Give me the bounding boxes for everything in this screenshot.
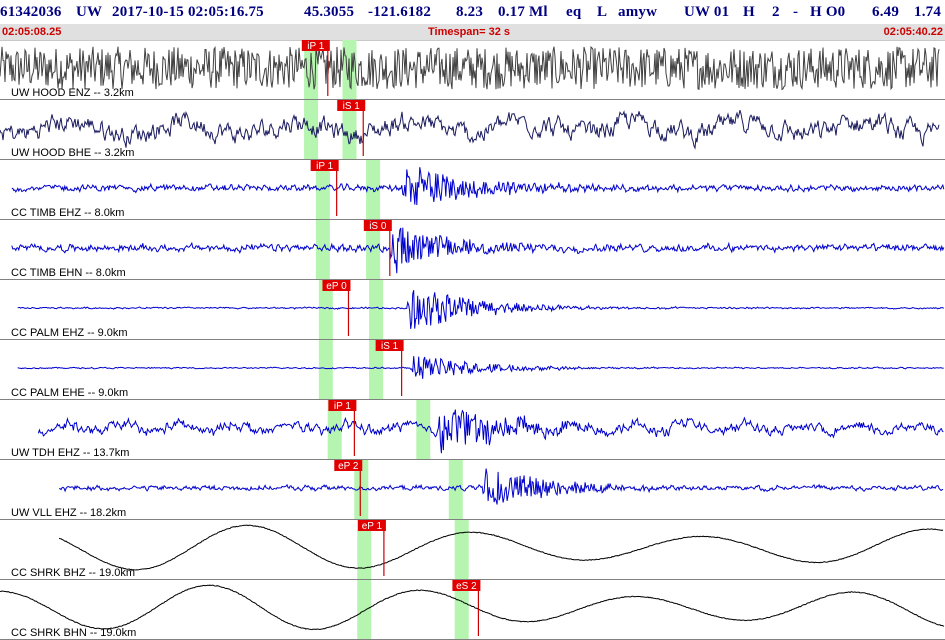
pick-flag-3 (363, 220, 392, 231)
time-bar: 02:05:08.25 Timespan= 32 s 02:05:40.22 (0, 24, 945, 41)
pick-window-4 (318, 280, 333, 340)
seismogram-panel[interactable]: iP 1 UW HOOD ENZ -- 3.2km iS 1 UW HOOD BHE … (0, 40, 945, 640)
trace-4 (17, 290, 945, 329)
pick-flag-6 (328, 400, 357, 411)
pick-window-5 (369, 340, 384, 400)
event-longitude: -121.6182 (368, 4, 432, 20)
pick-window-8 (357, 520, 372, 580)
event-source: UW 01 (684, 4, 730, 20)
pick-flag-8 (357, 520, 386, 531)
station-label-2: CC TIMB EHZ -- 8.0km (11, 207, 124, 219)
station-label-3: CC TIMB EHN -- 8.0km (11, 267, 126, 279)
pick-window-9 (454, 580, 469, 640)
pick-flag-0 (301, 40, 330, 51)
pick-window-2 (315, 160, 330, 220)
pick-window-1 (342, 100, 357, 160)
event-flag2: 2 (772, 4, 780, 20)
pick-window-3 (366, 220, 381, 280)
pick-flag-7 (334, 460, 363, 471)
station-label-0: UW HOOD ENZ -- 3.2km (11, 87, 134, 99)
pick-label-6: iP 1 (334, 401, 351, 412)
pick-flag-4 (322, 280, 351, 291)
trace-5 (17, 356, 944, 379)
pick-flag-5 (375, 340, 404, 351)
event-depth: 8.23 (456, 4, 484, 20)
pick-label-3: iS 0 (369, 221, 387, 232)
event-val2: 1.74 (914, 4, 942, 20)
event-magnitude: 0.17 Ml (498, 4, 548, 20)
pick-label-0: iP 1 (307, 41, 324, 52)
pick-window-9 (357, 580, 372, 640)
pick-label-1: iS 1 (343, 101, 361, 112)
station-label-7: UW VLL EHZ -- 18.2km (11, 507, 126, 519)
pick-window-4 (369, 280, 384, 340)
trace-9 (0, 584, 945, 631)
event-network: UW (76, 4, 103, 20)
trace-2 (11, 167, 945, 206)
trace-8 (58, 524, 944, 571)
start-time: 02:05:08.25 (2, 26, 62, 38)
pick-label-5: iS 1 (381, 341, 399, 352)
pick-window-7 (354, 460, 369, 520)
end-time: 02:05:40.22 (883, 26, 943, 38)
pick-flag-9 (452, 580, 481, 591)
station-label-1: UW HOOD BHE -- 3.2km (11, 147, 134, 159)
event-header: 61342036 UW 2017-10-15 02:05:16.75 45.30… (0, 0, 945, 24)
pick-label-8: eP 1 (362, 521, 383, 532)
station-label-9: CC SHRK BHN -- 19.0km (11, 627, 136, 639)
pick-label-7: eP 2 (338, 461, 359, 472)
event-latitude: 45.3055 (304, 4, 355, 20)
event-id: 61342036 (0, 4, 62, 20)
timespan-label: Timespan= 32 s (428, 26, 511, 38)
trace-7 (59, 468, 944, 505)
pick-window-5 (318, 340, 333, 400)
pick-window-8 (454, 520, 469, 580)
pick-flag-2 (310, 160, 339, 171)
pick-window-3 (315, 220, 330, 280)
pick-window-6 (416, 400, 431, 460)
event-origin-flag: H O0 (810, 4, 846, 20)
event-author: amyw (618, 4, 658, 20)
trace-1 (0, 109, 940, 150)
station-label-5: CC PALM EHE -- 9.0km (11, 387, 128, 399)
event-datetime: 2017-10-15 02:05:16.75 (112, 4, 264, 20)
event-location-flag: L (597, 4, 608, 20)
event-dash: - (793, 4, 799, 20)
pick-label-9: eS 2 (456, 581, 477, 592)
station-label-6: UW TDH EHZ -- 13.7km (11, 447, 129, 459)
pick-label-2: iP 1 (316, 161, 333, 172)
event-type: eq (566, 4, 582, 20)
event-val1: 6.49 (872, 4, 900, 20)
station-label-8: CC SHRK BHZ -- 19.0km (11, 567, 135, 579)
trace-0 (0, 45, 940, 91)
trace-6 (37, 409, 944, 454)
trace-3 (11, 227, 945, 274)
pick-flag-1 (337, 100, 366, 111)
event-quality: H (743, 4, 755, 20)
station-label-4: CC PALM EHZ -- 9.0km (11, 327, 128, 339)
pick-window-7 (448, 460, 463, 520)
pick-label-4: eP 0 (326, 281, 347, 292)
